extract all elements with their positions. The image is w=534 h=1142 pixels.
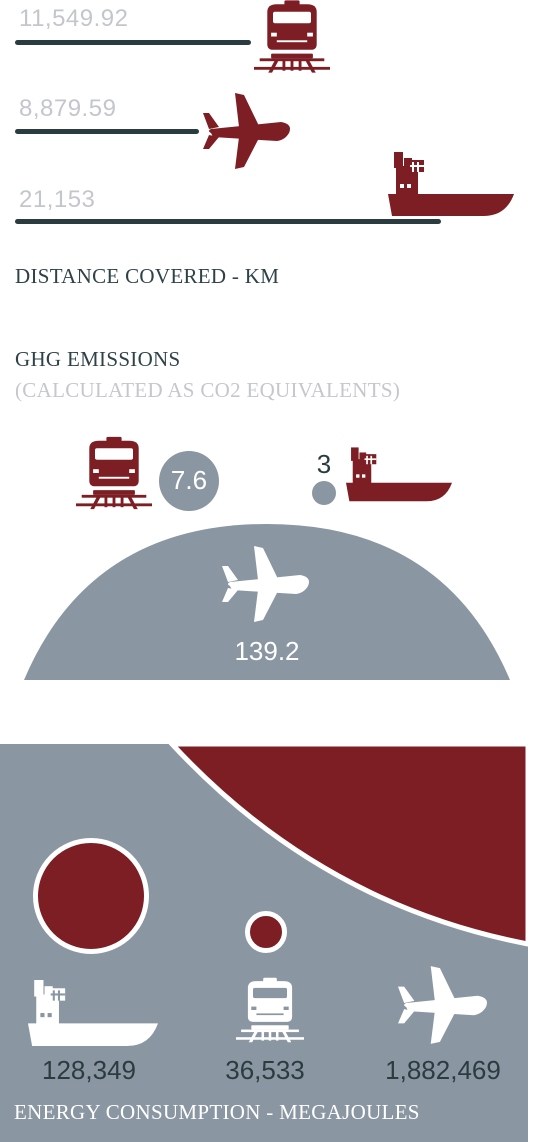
ghg-value-sea: 3 bbox=[316, 449, 332, 479]
energy-label: ENERGY CONSUMPTION - MEGAJOULES bbox=[14, 1100, 420, 1124]
ghg-title: GHG EMISSIONS bbox=[15, 347, 181, 371]
ghg-subtitle: (CALCULATED AS CO2 EQUIVALENTS) bbox=[15, 378, 401, 402]
ghg-bubble-rail bbox=[159, 451, 219, 511]
train-icon bbox=[236, 977, 304, 1043]
energy-value-sea: 128,349 bbox=[42, 1055, 136, 1085]
distance-value-sea: 21,153 bbox=[19, 186, 96, 213]
train-icon bbox=[76, 436, 152, 510]
distance-value-rail: 11,549.92 bbox=[19, 5, 129, 32]
plane-icon bbox=[398, 966, 487, 1044]
train-icon bbox=[254, 0, 330, 73]
ghg-bubble-sea bbox=[312, 481, 336, 505]
distance-bar-sea bbox=[15, 219, 441, 224]
energy-bubble-sea bbox=[33, 838, 149, 954]
energy-bubble-rail bbox=[245, 911, 287, 953]
energy-bubble-air bbox=[168, 744, 528, 947]
ship-icon bbox=[346, 447, 452, 502]
energy-value-air: 1,882,469 bbox=[385, 1055, 501, 1085]
energy-section: 128,349 36,533 1,882,469 ENERGY CONSUMPT… bbox=[0, 744, 528, 1142]
ship-icon bbox=[28, 980, 158, 1047]
plane-icon bbox=[203, 93, 290, 169]
distance-bar-rail bbox=[15, 40, 251, 45]
plane-icon bbox=[222, 546, 309, 622]
distance-label: DISTANCE COVERED - KM bbox=[15, 264, 280, 288]
ghg-value-rail: 7.6 bbox=[170, 465, 208, 495]
ship-icon bbox=[388, 152, 514, 216]
energy-value-rail: 36,533 bbox=[225, 1055, 305, 1085]
ghg-value-air: 139.2 bbox=[234, 636, 300, 666]
distance-bar-air bbox=[15, 129, 199, 134]
distance-value-air: 8,879.59 bbox=[19, 95, 117, 122]
